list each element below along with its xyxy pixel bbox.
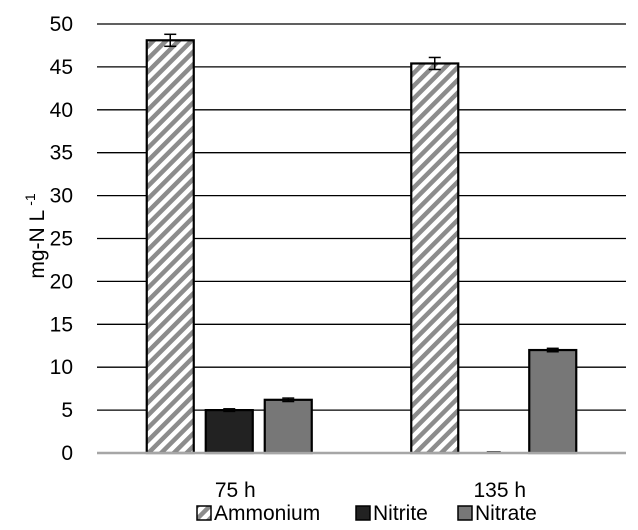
y-tick-label: 25 <box>50 228 73 251</box>
y-tick-label: 20 <box>50 270 73 293</box>
y-axis-ticks: 0 5 10 15 20 25 30 35 40 45 50 <box>50 13 73 465</box>
y-tick-label: 15 <box>50 313 73 336</box>
legend-label-nitrite: Nitrite <box>373 502 428 525</box>
y-tick-label: 30 <box>50 185 73 208</box>
bar-ammonium <box>145 39 195 455</box>
y-axis-title-superscript: -1 <box>22 193 38 206</box>
y-axis-title: mg-N L -1 <box>22 193 49 279</box>
x-axis-ticks: 75 h 135 h <box>215 479 526 502</box>
y-tick-label: 40 <box>50 99 73 122</box>
y-tick-label: 5 <box>61 399 73 422</box>
legend-label-nitrate: Nitrate <box>475 502 537 525</box>
x-tick-label: 75 h <box>215 479 256 502</box>
bar-nitrate <box>528 348 578 455</box>
y-axis-title-text: mg-N L <box>26 210 49 279</box>
bar-nitrate <box>263 398 313 455</box>
y-tick-label: 0 <box>61 442 73 465</box>
legend-label-ammonium: Ammonium <box>214 502 320 525</box>
legend-swatch-nitrate <box>457 505 473 521</box>
legend: Ammonium Nitrite Nitrate <box>196 502 537 525</box>
bars <box>145 33 578 455</box>
y-tick-label: 10 <box>50 356 73 379</box>
y-tick-label: 35 <box>50 142 73 165</box>
bar-nitrite <box>204 409 254 455</box>
bar-ammonium <box>410 62 460 455</box>
y-tick-label: 50 <box>50 13 73 36</box>
x-tick-label: 135 h <box>473 479 526 502</box>
y-tick-label: 45 <box>50 56 73 79</box>
legend-swatch-nitrite <box>355 505 371 521</box>
legend-swatch-ammonium <box>196 505 212 521</box>
